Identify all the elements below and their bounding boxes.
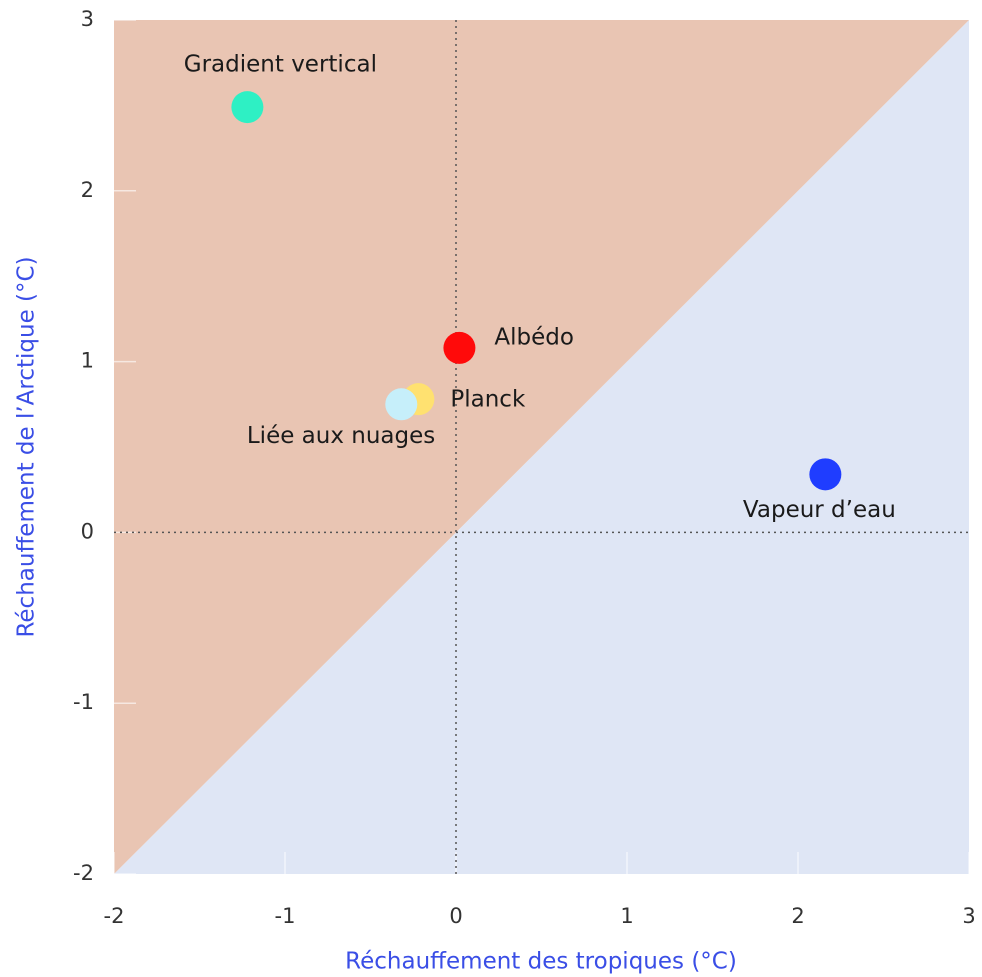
point: [809, 458, 842, 491]
x-tick-label: 3: [962, 904, 975, 928]
y-tick-label: 1: [81, 349, 94, 373]
point-label: Gradient vertical: [184, 52, 377, 78]
y-tick-label: -2: [73, 861, 94, 885]
point-label: Albédo: [494, 324, 574, 350]
point: [231, 91, 264, 124]
point: [385, 388, 418, 421]
point-label: Planck: [450, 387, 526, 413]
x-tick-label: 2: [791, 904, 804, 928]
x-tick-label: -1: [275, 904, 296, 928]
y-tick-label: 2: [81, 178, 94, 202]
point: [443, 331, 476, 364]
y-tick-label: 3: [81, 7, 94, 31]
x-tick-label: -2: [104, 904, 125, 928]
y-tick-label: -1: [73, 690, 94, 714]
point-label: Vapeur d’eau: [743, 497, 896, 523]
x-tick-label: 0: [449, 904, 462, 928]
x-tick-label: 1: [620, 904, 633, 928]
y-axis-label: Réchauffement de l’Arctique (°C): [14, 256, 40, 637]
y-tick-label: 0: [81, 519, 94, 543]
region-upper: [114, 20, 969, 874]
x-axis-label: Réchauffement des tropiques (°C): [345, 949, 737, 975]
point-label: Liée aux nuages: [247, 423, 435, 449]
